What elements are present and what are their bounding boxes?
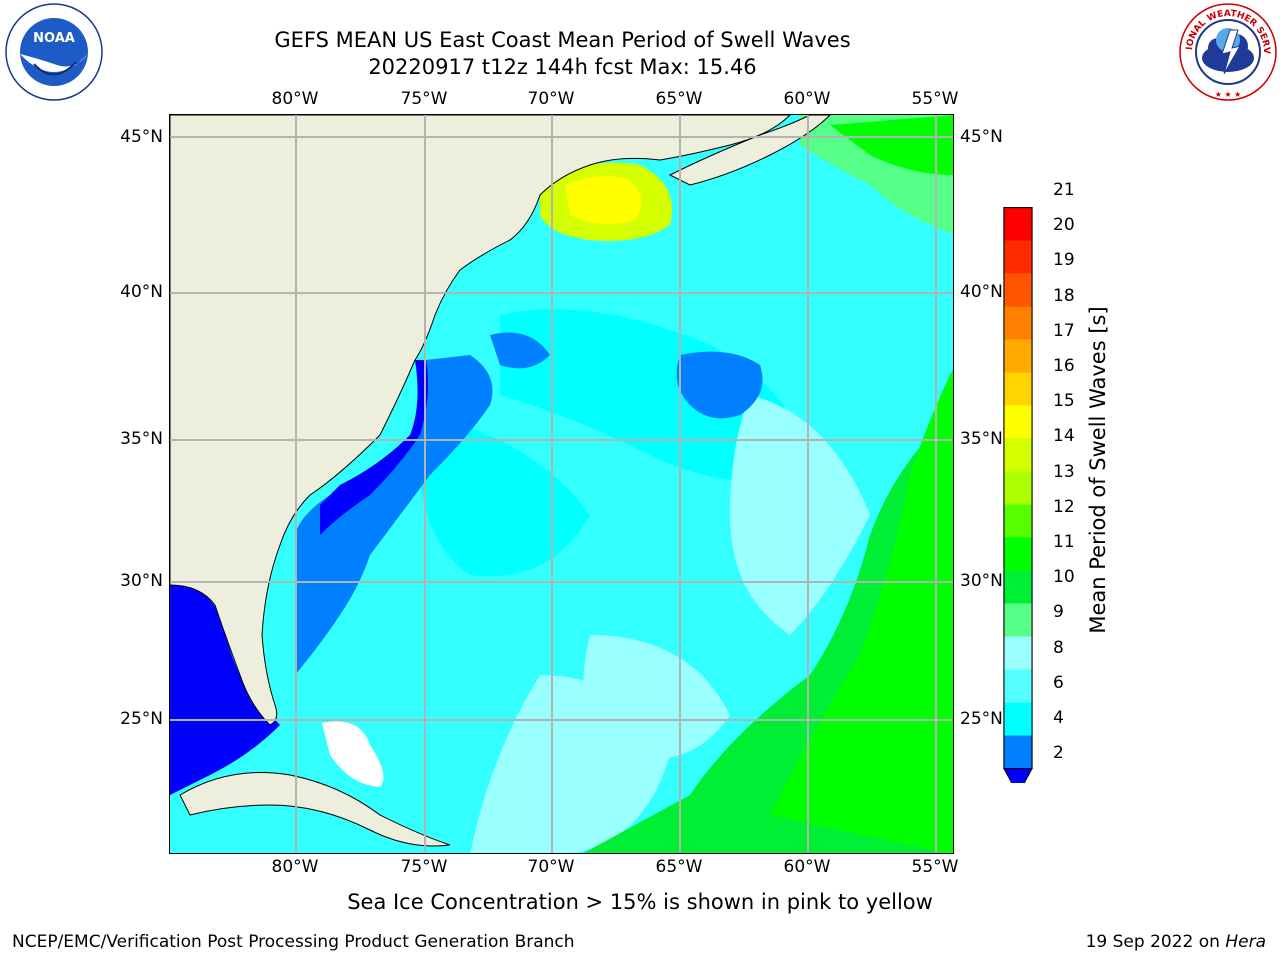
colorbar-segment xyxy=(1003,438,1033,472)
colorbar-segment xyxy=(1003,339,1033,373)
colorbar-segment xyxy=(1003,273,1033,307)
swell-period-map xyxy=(169,114,954,854)
colorbar-tick-label: 9 xyxy=(1053,602,1064,623)
lon-tick-bottom: 60°W xyxy=(783,857,831,877)
colorbar-title: Mean Period of Swell Waves [s] xyxy=(1086,306,1110,634)
colorbar-tick-label: 18 xyxy=(1053,285,1075,306)
lon-tick-top: 75°W xyxy=(400,89,448,109)
colorbar-tick-label: 10 xyxy=(1053,567,1075,588)
colorbar-segment xyxy=(1003,504,1033,538)
sea-ice-note: Sea Ice Concentration > 15% is shown in … xyxy=(347,890,933,914)
lat-tick-left: 40°N xyxy=(120,282,163,302)
colorbar-tick-label: 21 xyxy=(1053,180,1075,200)
svg-text:NOAA: NOAA xyxy=(33,31,75,46)
lon-tick-top: 60°W xyxy=(783,89,831,109)
lon-tick-bottom: 80°W xyxy=(271,857,319,877)
colorbar-segment xyxy=(1003,207,1033,241)
lat-tick-right: 40°N xyxy=(960,282,1003,302)
lon-tick-top: 55°W xyxy=(911,89,959,109)
colorbar-segment xyxy=(1003,669,1033,703)
colorbar-segment xyxy=(1003,240,1033,274)
colorbar-tick-label: 13 xyxy=(1053,461,1075,482)
colorbar-tick-label: 14 xyxy=(1053,426,1075,447)
colorbar-tick-label: 2 xyxy=(1053,743,1064,764)
run-date-text: 19 Sep 2022 on xyxy=(1085,932,1220,952)
colorbar-segment xyxy=(1003,471,1033,506)
colorbar-segment xyxy=(1003,372,1033,406)
producer-credit: NCEP/EMC/Verification Post Processing Pr… xyxy=(12,932,575,952)
svg-text:★ ★ ★: ★ ★ ★ xyxy=(1215,90,1242,99)
run-date: 19 Sep 2022 on Hera xyxy=(1086,932,1266,952)
lon-tick-bottom: 65°W xyxy=(655,857,703,877)
lat-tick-right: 35°N xyxy=(960,429,1003,449)
lat-tick-right: 45°N xyxy=(960,127,1003,147)
colorbar-segment xyxy=(1003,537,1033,571)
colorbar-tick-label: 19 xyxy=(1053,250,1075,271)
nws-logo-icon: NATIONAL WEATHER SERVICE ★ ★ ★ xyxy=(1178,2,1277,101)
colorbar-tick-label: 17 xyxy=(1053,320,1075,341)
machine-name: Hera xyxy=(1225,932,1266,952)
colorbar-outline xyxy=(1003,206,1033,770)
lat-tick-right: 25°N xyxy=(960,709,1003,729)
plot-subtitle: 20220917 t12z 144h fcst Max: 15.46 xyxy=(368,55,757,79)
plot-title: GEFS MEAN US East Coast Mean Period of S… xyxy=(274,28,851,52)
colorbar-tick-label: 4 xyxy=(1053,708,1064,728)
lat-tick-left: 30°N xyxy=(120,571,163,591)
lon-tick-bottom: 70°W xyxy=(527,857,575,877)
colorbar xyxy=(1003,206,1033,783)
lon-tick-top: 65°W xyxy=(655,89,703,109)
colorbar-segment xyxy=(1003,603,1033,637)
lon-tick-top: 70°W xyxy=(527,89,575,109)
colorbar-tick-label: 12 xyxy=(1053,496,1075,517)
lat-tick-left: 35°N xyxy=(120,429,163,449)
lat-tick-left: 25°N xyxy=(120,709,163,729)
lon-tick-bottom: 75°W xyxy=(400,857,448,877)
colorbar-segment xyxy=(1003,405,1033,439)
colorbar-tick-label: 20 xyxy=(1053,215,1075,236)
noaa-logo-icon: NOAA xyxy=(5,3,103,101)
colorbar-segment xyxy=(1003,570,1033,604)
colorbar-tick-label: 6 xyxy=(1053,672,1064,693)
colorbar-tick-label: 8 xyxy=(1053,637,1064,658)
colorbar-segment xyxy=(1003,636,1033,670)
colorbar-tick-label: 11 xyxy=(1053,532,1075,552)
colorbar-segment xyxy=(1003,735,1033,769)
lat-tick-left: 45°N xyxy=(120,127,163,147)
colorbar-tick-label: 16 xyxy=(1053,356,1075,376)
lat-tick-right: 30°N xyxy=(960,571,1003,591)
colorbar-tick-label: 15 xyxy=(1053,391,1075,412)
colorbar-segment xyxy=(1003,306,1033,340)
lon-tick-top: 80°W xyxy=(271,89,319,109)
lon-tick-bottom: 55°W xyxy=(911,857,959,877)
colorbar-segment xyxy=(1003,702,1033,736)
colorbar-extend-triangle xyxy=(1003,768,1033,783)
